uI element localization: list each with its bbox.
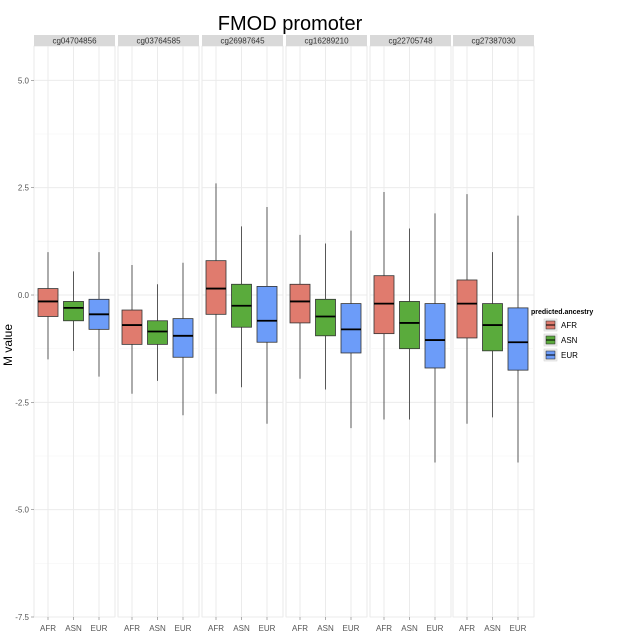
x-tick-label: AFR [208, 624, 224, 633]
box-iqr [399, 301, 420, 350]
box-ASN [482, 252, 503, 418]
legend: predicted.ancestry AFR ASN EUR [531, 309, 593, 362]
box-EUR [340, 230, 362, 429]
x-tick-label: EUR [510, 624, 527, 633]
facet-strip-label: cg22705748 [388, 37, 433, 46]
chart-title: FMOD promoter [218, 13, 363, 35]
facet-panel-cg16289210: cg16289210 AFR ASN EUR [285, 35, 368, 633]
facet-panel-cg27387030: cg27387030 AFR ASN EUR [452, 35, 535, 633]
box-iqr [289, 283, 311, 324]
box-iqr [172, 318, 194, 358]
x-tick-label: EUR [343, 624, 360, 633]
box-iqr [315, 298, 336, 337]
facet-strip-label: cg27387030 [471, 37, 516, 46]
box-iqr [205, 260, 227, 315]
facet-strip [370, 35, 451, 46]
box-AFR [37, 252, 59, 360]
y-tick-label: -7.5 [15, 613, 29, 622]
y-tick-label: -2.5 [15, 398, 29, 407]
facet-panel-cg04704856: cg04704856 AFR ASN EUR [33, 35, 116, 633]
box-EUR [507, 215, 529, 463]
x-tick-label: ASN [317, 624, 334, 633]
x-tick-label: EUR [175, 624, 192, 633]
box-iqr [424, 303, 446, 369]
panel-background [33, 45, 116, 618]
box-iqr [63, 301, 84, 322]
box-EUR [172, 262, 194, 416]
x-tick-label: ASN [484, 624, 501, 633]
facet-panel-cg26987645: cg26987645 AFR ASN EUR [201, 35, 284, 633]
box-ASN [231, 226, 252, 388]
box-AFR [121, 264, 143, 394]
facet-strip-label: cg04704856 [52, 37, 97, 46]
x-tick-label: AFR [376, 624, 392, 633]
box-iqr [121, 309, 143, 345]
x-tick-label: ASN [65, 624, 82, 633]
box-AFR [205, 183, 227, 394]
legend-title: predicted.ancestry [531, 309, 593, 316]
facet-strip [286, 35, 367, 46]
facet-strip-label: cg16289210 [304, 37, 349, 46]
y-axis-label: M value [1, 324, 15, 366]
x-tick-label: AFR [292, 624, 308, 633]
box-ASN [315, 243, 336, 390]
box-EUR [88, 252, 110, 377]
y-tick-label: -5.0 [15, 506, 29, 515]
box-AFR [373, 191, 395, 420]
box-EUR [424, 213, 446, 463]
box-iqr [340, 303, 362, 354]
x-tick-label: AFR [124, 624, 140, 633]
box-iqr [507, 307, 529, 371]
facet-strip [34, 35, 115, 46]
x-tick-label: EUR [91, 624, 108, 633]
box-EUR [256, 206, 278, 424]
x-tick-label: ASN [149, 624, 166, 633]
box-AFR [289, 234, 311, 379]
x-tick-label: ASN [233, 624, 250, 633]
y-tick-label: 2.5 [18, 184, 30, 193]
box-iqr [373, 275, 395, 335]
x-tick-label: AFR [40, 624, 56, 633]
facet-panel-cg03764585: cg03764585 AFR ASN EUR [117, 35, 200, 633]
box-ASN [63, 271, 84, 351]
y-axis: 5.0 2.5 0.0 -2.5 -5.0 -7.5 [15, 76, 34, 622]
box-AFR [456, 194, 478, 424]
facet-strip-label: cg03764585 [136, 37, 181, 46]
facet-strip [118, 35, 199, 46]
y-tick-label: 0.0 [18, 291, 30, 300]
box-iqr [37, 288, 59, 317]
box-ASN [399, 228, 420, 420]
x-tick-label: ASN [401, 624, 418, 633]
x-tick-label: AFR [459, 624, 475, 633]
legend-label-ASN: ASN [561, 336, 578, 345]
facet-panel-cg22705748: cg22705748 AFR ASN EUR [369, 35, 452, 633]
facet-strip-label: cg26987645 [220, 37, 265, 46]
legend-label-AFR: AFR [561, 321, 577, 330]
box-iqr [482, 303, 503, 352]
box-iqr [456, 279, 478, 339]
box-iqr [256, 286, 278, 343]
legend-label-EUR: EUR [561, 351, 578, 360]
x-tick-label: EUR [259, 624, 276, 633]
box-ASN [147, 284, 168, 381]
x-tick-label: EUR [427, 624, 444, 633]
y-tick-label: 5.0 [18, 76, 30, 85]
facet-strip [202, 35, 283, 46]
facet-strip [453, 35, 534, 46]
box-iqr [147, 320, 168, 345]
